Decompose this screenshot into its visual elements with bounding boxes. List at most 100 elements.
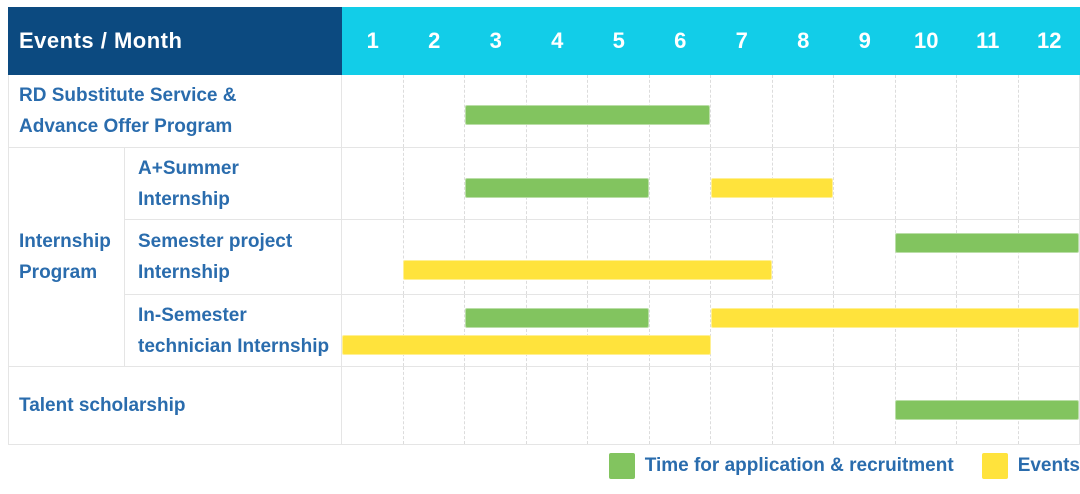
grid-cell-month-5 [587,295,649,366]
grid-cell-month-1 [342,295,403,366]
header-row: Events / Month 1 2 3 4 5 6 7 8 9 10 11 12 [8,7,1080,75]
grid-cell-month-8 [771,295,834,366]
grid-cell-month-4 [525,295,588,366]
grid-cell-month-3 [464,367,526,444]
grid-cell-month-10 [894,75,957,147]
month-header-strip: 1 2 3 4 5 6 7 8 9 10 11 12 [342,7,1080,75]
grid-cell-month-2 [402,367,465,444]
row-label-rd-substitute-service: RD Substitute Service & Advance Offer Pr… [9,75,342,147]
grid-cell-month-11 [956,148,1018,219]
grid-cell-month-12 [1017,75,1080,147]
timeline-area-a-summer [342,148,1079,219]
grid-cell-month-11 [956,75,1018,147]
month-header-9: 9 [858,28,871,53]
month-header-1: 1 [366,28,379,53]
group-label-internship-program: Internship Program [9,148,125,366]
grid-cell-month-10 [894,148,957,219]
grid-cell-month-12 [1017,148,1080,219]
yellow-bar-m7-m8 [710,178,834,198]
grid-cell-month-4 [525,367,588,444]
header-events-month-label: Events / Month [8,7,342,75]
grid-cell-month-1 [342,220,403,294]
grid-cell-month-10 [894,220,957,294]
month-header-8: 8 [797,28,810,53]
grid-cell-month-8 [771,220,834,294]
legend-item-yellow: Events [981,453,1080,479]
grid-cell-month-2 [402,75,465,147]
grid-cell-month-10 [894,295,957,366]
grid-cell-month-3 [464,220,526,294]
green-bar-m3-m5 [464,178,650,198]
grid-cell-month-9 [833,148,895,219]
grid-cell-month-1 [342,367,403,444]
green-swatch-icon [608,453,635,479]
month-header-10: 10 [914,28,939,53]
month-header-2: 2 [428,28,441,53]
grid-cell-month-2 [402,295,465,366]
grid-cell-month-8 [771,75,834,147]
group-subrows: A+Summer Internship Semester project Inte… [125,148,1079,366]
row-talent-scholarship: Talent scholarship [9,366,1079,444]
legend-label-time-for-application-recruitment: Time for application & recruitment [644,455,954,476]
month-header-7: 7 [735,28,748,53]
grid-cell-month-3 [464,148,526,219]
grid-cell-month-6 [648,295,711,366]
row-a-summer-internship: A+Summer Internship [125,148,1079,219]
grid-cell-month-9 [833,295,895,366]
month-header-5: 5 [612,28,625,53]
grid-cell-month-2 [402,220,465,294]
month-gridlines [342,75,1079,147]
row-label-in-semester: In-Semester technician Internship [125,295,342,366]
row-rd-substitute-service-advance-offer-program: RD Substitute Service & Advance Offer Pr… [9,75,1079,147]
legend-item-green: Time for application & recruitment [608,453,954,479]
grid-cell-month-7 [710,367,772,444]
month-header-11: 11 [976,28,1000,53]
green-bar-m10-m12 [894,400,1079,420]
yellow-bar-m1-m6 [342,335,711,355]
month-gridlines [342,295,1079,366]
month-header-12: 12 [1037,28,1062,53]
grid-cell-month-11 [956,295,1018,366]
grid-cell-month-5 [587,367,649,444]
month-header-6: 6 [674,28,687,53]
grid-cell-month-7 [710,220,772,294]
row-semester-project-internship: Semester project Internship [125,219,1079,294]
row-label-talent-scholarship: Talent scholarship [9,367,342,444]
legend: Time for application & recruitment Events [8,450,1080,482]
yellow-bar-m2-m7 [403,260,772,280]
month-gridlines [342,220,1079,294]
timeline-area-rd-substitute-service [342,75,1079,147]
yellow-swatch-icon [981,453,1008,479]
schedule-table: Events / Month 1 2 3 4 5 6 7 8 9 10 11 12 RD Substi… [8,7,1080,445]
grid-cell-month-6 [648,367,711,444]
month-header-4: 4 [551,28,564,53]
grid-cell-month-11 [956,220,1018,294]
grid-cell-month-12 [1017,220,1080,294]
legend-label-events: Events [1017,455,1080,476]
grid-cell-month-12 [1017,295,1080,366]
grid-cell-month-9 [833,220,895,294]
grid-cell-month-3 [464,75,526,147]
grid-cell-month-9 [833,367,895,444]
grid-cell-month-2 [402,148,465,219]
grid-cell-month-5 [587,220,649,294]
timeline-area-in-semester [342,295,1079,366]
grid-cell-month-9 [833,75,895,147]
green-bar-m10-m12 [894,233,1079,253]
timeline-area-semester-project [342,220,1079,294]
grid-cell-month-6 [648,148,711,219]
row-in-semester-technician-internship: In-Semester technician Internship [125,294,1079,366]
grid-cell-month-1 [342,75,403,147]
grid-cell-month-7 [710,148,772,219]
table-body: RD Substitute Service & Advance Offer Pr… [9,75,1079,444]
grid-cell-month-7 [710,295,772,366]
grid-cell-month-6 [648,220,711,294]
grid-cell-month-3 [464,295,526,366]
yellow-bar-m7-m12 [710,308,1079,328]
row-label-semester-project: Semester project Internship [125,220,342,294]
green-bar-m3-m5 [464,308,650,328]
grid-cell-month-7 [710,75,772,147]
group-internship-program: Internship Program A+Summer Internship Sem… [9,147,1079,366]
row-label-a-summer: A+Summer Internship [125,148,342,219]
